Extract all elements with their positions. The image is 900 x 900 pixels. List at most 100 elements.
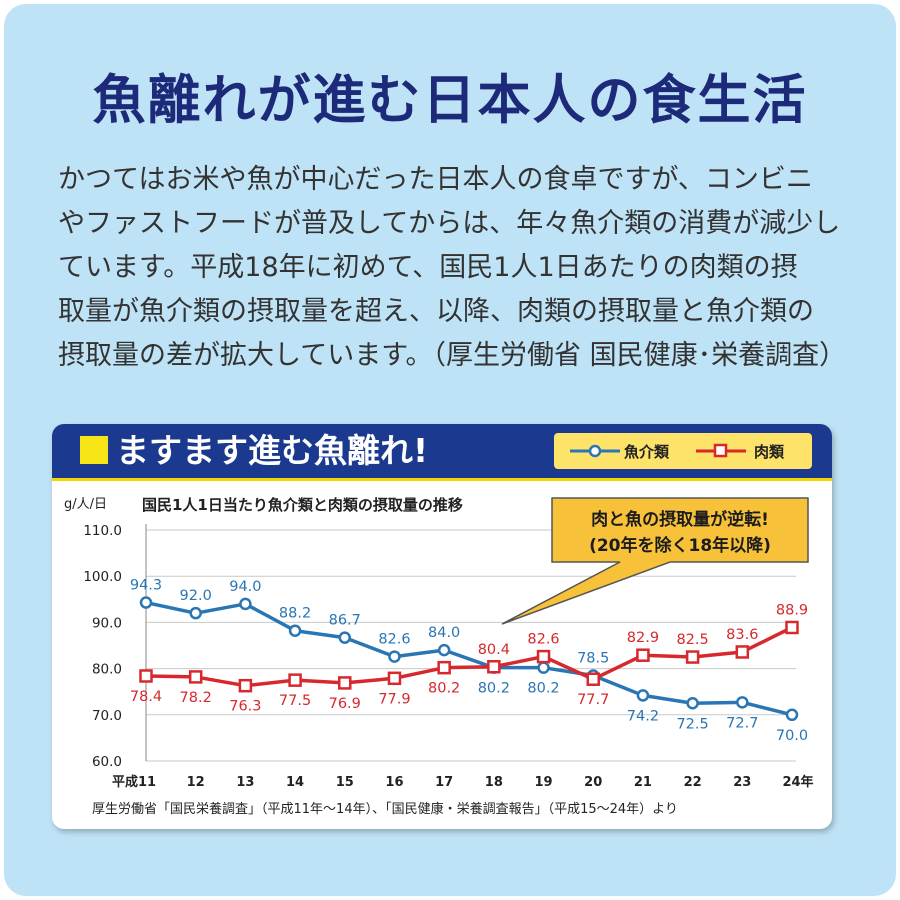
meat-data-label: 82.5 bbox=[676, 632, 708, 648]
meat-data-label: 83.6 bbox=[726, 627, 758, 643]
meat-data-point bbox=[735, 645, 750, 659]
fish-data-label: 94.0 bbox=[229, 579, 261, 595]
callout-line-1: 肉と魚の摂取量が逆転! bbox=[591, 509, 769, 530]
x-tick-label: 21 bbox=[634, 775, 652, 790]
chart-card-header: ますます進む魚離れ! 魚介類 肉類 bbox=[52, 424, 832, 481]
fish-data-point bbox=[736, 696, 749, 709]
meat-data-label: 77.9 bbox=[378, 691, 410, 707]
fish-data-label: 92.0 bbox=[180, 588, 212, 604]
fish-data-label: 72.7 bbox=[726, 715, 758, 731]
fish-data-point bbox=[437, 643, 451, 657]
fish-data-label: 88.2 bbox=[279, 606, 311, 622]
meat-data-point bbox=[487, 660, 501, 674]
meat-data-point bbox=[685, 650, 700, 664]
y-tick-label: 70.0 bbox=[92, 708, 122, 724]
fish-data-label: 80.2 bbox=[527, 681, 559, 697]
fish-data-point bbox=[189, 606, 202, 620]
fish-data-label: 74.2 bbox=[627, 708, 659, 724]
meat-data-label: 76.9 bbox=[329, 696, 361, 712]
fish-data-label: 82.6 bbox=[378, 632, 410, 648]
meat-data-point bbox=[636, 648, 650, 662]
legend-meat-marker bbox=[713, 443, 728, 458]
yellow-square-icon bbox=[80, 436, 108, 464]
fish-data-label: 70.0 bbox=[776, 728, 808, 744]
meat-data-label: 82.6 bbox=[527, 632, 559, 648]
x-tick-label: 18 bbox=[485, 775, 503, 790]
x-tick-label: 23 bbox=[733, 775, 751, 790]
meat-data-label: 77.5 bbox=[279, 693, 311, 709]
legend-markers bbox=[570, 443, 746, 458]
fish-data-point bbox=[537, 661, 550, 674]
callout-bubble bbox=[501, 497, 809, 625]
fish-data-point bbox=[686, 697, 699, 710]
y-tick-label: 80.0 bbox=[92, 662, 122, 678]
fish-data-point bbox=[239, 597, 252, 611]
meat-data-label: 77.7 bbox=[577, 692, 609, 708]
source-note: 厚生労働省「国民栄養調査」（平成11年〜14年）、「国民健康・栄養調査報告」（平… bbox=[92, 802, 678, 817]
meat-data-point bbox=[437, 660, 451, 675]
x-tick-label: 19 bbox=[534, 775, 552, 790]
x-tick-label: 20 bbox=[584, 775, 602, 790]
intro-line: 摂取量の差が拡大しています。（厚生労働省 国民健康･栄養調査） bbox=[58, 340, 847, 371]
meat-data-point bbox=[139, 669, 153, 683]
meat-data-label: 76.3 bbox=[229, 699, 261, 715]
meat-data-label: 80.4 bbox=[478, 642, 510, 658]
y-tick-label: 90.0 bbox=[92, 615, 122, 631]
x-tick-label: 12 bbox=[187, 775, 205, 790]
meat-data-label: 78.4 bbox=[130, 689, 162, 705]
chart-legend: 魚介類 肉類 bbox=[554, 433, 812, 469]
x-tick-label: 14 bbox=[286, 775, 304, 790]
fish-data-label: 94.3 bbox=[130, 578, 162, 594]
meat-data-label: 78.2 bbox=[180, 690, 212, 706]
intro-line: やファストフードが普及してからは、年々魚介類の消費が減少し bbox=[58, 208, 841, 239]
fish-data-label: 84.0 bbox=[428, 625, 460, 641]
line-chart: 国民1人1日当たり魚介類と肉類の摂取量の推移 g/人/日 60.0 70.0 80.0 9… bbox=[64, 496, 814, 790]
fish-data-point bbox=[636, 689, 650, 702]
fish-data-label: 80.2 bbox=[478, 681, 510, 697]
x-tick-label: 17 bbox=[435, 775, 453, 790]
x-tick-label: 24年 bbox=[782, 774, 813, 790]
series-line-fish bbox=[145, 600, 793, 717]
chart-card: ますます進む魚離れ! 魚介類 肉類 国民1人1日当たり魚介類と肉類の摂取量の推移… bbox=[52, 424, 832, 829]
meat-data-label: 88.9 bbox=[776, 602, 808, 618]
meat-data-label: 80.2 bbox=[428, 681, 460, 697]
y-tick-label: 100.0 bbox=[83, 569, 122, 585]
meat-data-point bbox=[188, 670, 203, 684]
meat-data-point bbox=[338, 676, 352, 690]
meat-data-point bbox=[387, 671, 402, 686]
fish-data-label: 86.7 bbox=[329, 613, 361, 629]
x-tick-label: 16 bbox=[385, 775, 403, 790]
fish-data-point bbox=[388, 650, 401, 663]
y-tick-label: 60.0 bbox=[92, 754, 122, 770]
fish-data-point bbox=[338, 631, 352, 644]
meat-data-point bbox=[785, 620, 799, 635]
x-tick-label: 13 bbox=[236, 775, 254, 790]
meat-data-point bbox=[238, 678, 253, 693]
meat-data-point bbox=[536, 649, 551, 664]
intro-line: 取量が魚介類の摂取量を超え、以降、肉類の摂取量と魚介類の bbox=[58, 296, 814, 327]
series-line-meat bbox=[145, 625, 793, 688]
meat-data-point bbox=[288, 673, 302, 687]
x-tick-label: 22 bbox=[684, 775, 702, 790]
fish-data-point bbox=[288, 624, 302, 637]
fish-data-label: 72.5 bbox=[676, 716, 708, 732]
page-title: 魚離れが進む日本人の食生活 bbox=[92, 69, 808, 131]
intro-paragraph: かつてはお米や魚が中心だった日本人の食卓ですが、コンビニ やファストフードが普及… bbox=[58, 158, 858, 378]
legend-meat-label: 肉類 bbox=[754, 443, 785, 461]
meat-data-point bbox=[586, 672, 600, 686]
legend-fish-label: 魚介類 bbox=[624, 443, 670, 461]
legend-fish-marker bbox=[588, 444, 602, 458]
x-tick-label: 15 bbox=[336, 775, 354, 790]
callout-line-2: (20年を除く18年以降) bbox=[589, 535, 771, 556]
y-tick-label: 110.0 bbox=[83, 523, 122, 539]
chart-card-title: ますます進む魚離れ! bbox=[116, 431, 429, 470]
intro-line: かつてはお米や魚が中心だった日本人の食卓ですが、コンビニ bbox=[58, 164, 813, 195]
y-axis-unit-label: g/人/日 bbox=[64, 497, 107, 512]
intro-line: ています。平成18年に初めて、国民1人1日あたりの肉類の摂 bbox=[58, 252, 798, 283]
x-tick-label: 平成11 bbox=[112, 774, 156, 790]
meat-data-label: 82.9 bbox=[627, 630, 659, 646]
chart-title: 国民1人1日当たり魚介類と肉類の摂取量の推移 bbox=[142, 496, 463, 514]
fish-data-point bbox=[785, 708, 799, 722]
fish-data-point bbox=[139, 596, 153, 609]
fish-data-label: 78.5 bbox=[577, 651, 609, 667]
